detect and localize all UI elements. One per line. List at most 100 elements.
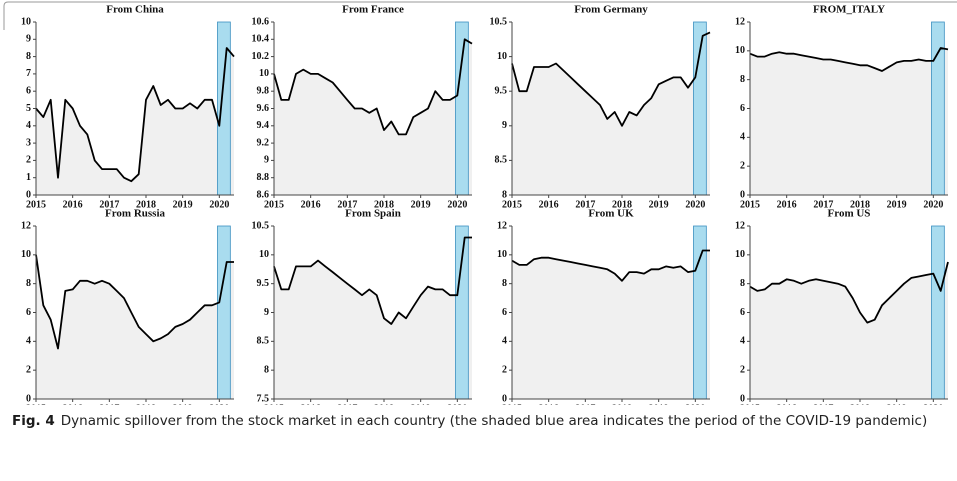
y-tick-label: 9.5 — [257, 278, 270, 289]
y-tick-label: 12 — [497, 220, 507, 231]
y-tick-label: 4 — [502, 336, 507, 347]
y-tick-label: 9.2 — [257, 137, 270, 148]
line — [35, 47, 235, 183]
y-tick-label: 9 — [502, 120, 507, 131]
chart-title: From US — [828, 208, 871, 220]
x-tick-label: 2020 — [923, 403, 943, 405]
y-tick-label: 10.4 — [252, 34, 270, 45]
y-tick-label: 0 — [740, 393, 745, 404]
x-tick-label: 2018 — [850, 199, 870, 210]
y-tick-label: 10.5 — [252, 220, 270, 231]
y-tick-label: 8 — [502, 278, 507, 289]
y-tick-label: 8.8 — [257, 172, 270, 183]
x-tick-label: 2020 — [923, 199, 943, 210]
x-tick-label: 2017 — [337, 199, 357, 210]
line — [749, 47, 949, 72]
covid-shade — [693, 225, 707, 400]
y-tick-label: 8 — [740, 278, 745, 289]
y-tick-label: 12 — [735, 16, 745, 27]
x-tick-label: 2020 — [685, 199, 705, 210]
x-tick-label: 2019 — [649, 199, 669, 210]
covid-shade — [455, 225, 469, 400]
y-tick-label: 10 — [259, 249, 269, 260]
x-tick-label: 2017 — [337, 403, 357, 405]
y-tick-label: 2 — [740, 160, 745, 171]
y-tick-label: 7 — [26, 68, 31, 79]
y-tick-label: 6 — [740, 103, 745, 114]
caption: Fig. 4 Dynamic spillover from the stock m… — [12, 410, 942, 432]
y-tick-label: 12 — [735, 220, 745, 231]
x-tick-label: 2019 — [887, 199, 907, 210]
covid-shade — [217, 21, 231, 196]
y-tick-label: 2 — [740, 364, 745, 375]
covid-shade — [217, 225, 231, 400]
chart-title: From China — [106, 4, 164, 16]
y-tick-label: 8 — [740, 74, 745, 85]
y-tick-label: 10 — [497, 249, 507, 260]
y-tick-label: 10 — [735, 45, 745, 56]
line — [511, 249, 710, 282]
x-tick-label: 2018 — [374, 403, 394, 405]
y-tick-label: 9.4 — [257, 120, 270, 131]
y-tick-label: 1 — [26, 172, 31, 183]
chart-title: From Russia — [105, 208, 165, 220]
y-tick-label: 10 — [259, 68, 269, 79]
x-tick-label: 2018 — [374, 199, 394, 210]
y-tick-label: 10.6 — [252, 16, 270, 27]
y-tick-label: 8 — [264, 364, 269, 375]
area — [274, 237, 472, 399]
x-tick-label: 2015 — [264, 199, 284, 210]
chart-title: From France — [342, 4, 404, 16]
x-tick-label: 2017 — [99, 199, 119, 210]
area — [512, 250, 710, 399]
x-tick-label: 2017 — [813, 403, 833, 405]
x-tick-label: 2016 — [539, 199, 559, 210]
y-tick-label: 8 — [26, 278, 31, 289]
y-tick-label: 10 — [735, 249, 745, 260]
area — [36, 48, 234, 195]
chart-title: From UK — [588, 208, 634, 220]
y-tick-label: 9.5 — [495, 85, 508, 96]
caption-text: Dynamic spillover from the stock market … — [60, 413, 928, 429]
x-tick-label: 2018 — [612, 403, 632, 405]
x-tick-label: 2017 — [813, 199, 833, 210]
y-tick-label: 5 — [26, 103, 31, 114]
y-tick-label: 0 — [502, 393, 507, 404]
y-tick-label: 9 — [264, 307, 269, 318]
x-tick-label: 2015 — [740, 199, 760, 210]
x-tick-label: 2018 — [136, 403, 156, 405]
x-tick-label: 2016 — [777, 199, 797, 210]
y-tick-label: 6 — [502, 307, 507, 318]
y-tick-label: 10 — [21, 249, 31, 260]
y-tick-label: 2 — [502, 364, 507, 375]
y-tick-label: 8.5 — [495, 155, 508, 166]
y-tick-label: 9.6 — [257, 103, 270, 114]
y-tick-label: 2 — [26, 155, 31, 166]
y-tick-label: 2 — [26, 364, 31, 375]
y-tick-label: 0 — [26, 189, 31, 200]
y-tick-label: 10 — [497, 51, 507, 62]
y-tick-label: 8 — [502, 189, 507, 200]
line — [749, 261, 949, 324]
x-tick-label: 2017 — [575, 199, 595, 210]
y-tick-label: 8.6 — [257, 189, 270, 200]
line — [511, 31, 711, 127]
y-tick-label: 8.5 — [257, 336, 270, 347]
x-tick-label: 2016 — [301, 199, 321, 210]
area — [512, 32, 710, 196]
frame — [3, 1, 957, 30]
x-tick-label: 2020 — [447, 403, 467, 405]
y-tick-label: 0 — [26, 393, 31, 404]
x-tick-label: 2015 — [26, 403, 46, 405]
x-tick-label: 2020 — [209, 199, 229, 210]
y-tick-label: 3 — [26, 137, 31, 148]
x-tick-label: 2019 — [173, 199, 193, 210]
x-tick-label: 2018 — [612, 199, 632, 210]
y-tick-label: 8 — [26, 51, 31, 62]
area — [750, 262, 948, 399]
y-tick-label: 4 — [26, 120, 31, 131]
y-tick-label: 6 — [26, 85, 31, 96]
line — [273, 236, 472, 325]
